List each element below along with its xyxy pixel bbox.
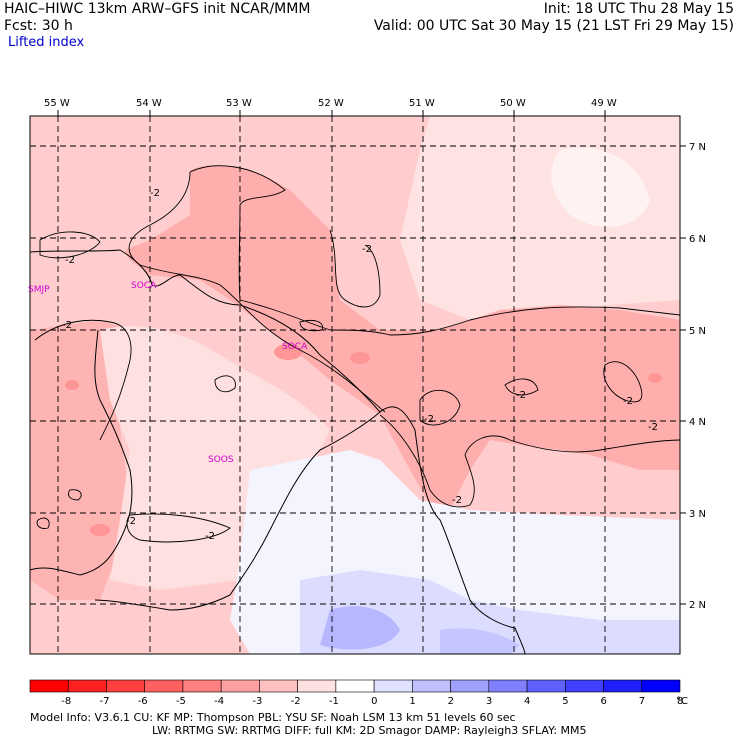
field-blob-4 [648, 373, 662, 383]
lon-label: 50 W [500, 98, 526, 109]
station-label: SMJP [28, 285, 50, 295]
colorbar-tick-label: -5 [176, 696, 186, 707]
field-blob-1 [274, 344, 302, 360]
graticule [30, 116, 680, 654]
lat-label: 6 N [689, 234, 706, 245]
lon-label: 53 W [226, 98, 252, 109]
lon-label: 52 W [318, 98, 344, 109]
contour-label: -2 [648, 422, 658, 433]
colorbar-swatch [526, 679, 566, 693]
lon-label: 49 W [591, 98, 617, 109]
colorbar-tick-label: 3 [486, 696, 492, 707]
colorbar-unit: °C [676, 696, 688, 707]
colorbar-swatch [488, 679, 528, 693]
lat-label: 4 N [689, 417, 706, 428]
field-light-ne [400, 116, 680, 320]
lon-label: 54 W [136, 98, 162, 109]
station-label: SOCA [282, 342, 308, 352]
colorbar-tick-label: -7 [99, 696, 109, 707]
contour-label: -2 [452, 495, 462, 506]
colorbar-swatch [297, 679, 337, 693]
colorbar-swatch [335, 679, 375, 693]
contour-label: -2 [150, 188, 160, 199]
header-title: HAIC–HIWC 13km ARW–GFS init NCAR/MMM [4, 1, 311, 17]
station-labels: SMJP SOCA SOCA SOOS [28, 281, 308, 465]
colorbar-tick-label: 0 [371, 696, 377, 707]
colorbar-tick-label: 1 [409, 696, 415, 707]
colorbar-tick-label: -3 [252, 696, 262, 707]
colorbar-swatch [564, 679, 604, 693]
contour-value-labels: -2 -2 -2 -2 -2 -2 -2 -2 -2 -2 -2 [62, 188, 658, 542]
colorbar-swatch [412, 679, 451, 693]
colorbar-swatch [106, 679, 146, 693]
lon-label: 55 W [44, 98, 70, 109]
field-blob-2 [350, 352, 370, 364]
contour-label: -2 [205, 531, 215, 542]
contour-label: -2 [424, 414, 434, 425]
colorbar-swatch [259, 679, 298, 693]
contour-label: -2 [623, 396, 633, 407]
colorbar-swatch [29, 679, 69, 693]
lat-label: 5 N [689, 326, 706, 337]
station-label: SOOS [208, 455, 234, 465]
colorbar-tick-label: 8 [677, 696, 683, 707]
field-blob-3 [65, 380, 79, 390]
forecast-hour: Fcst: 30 h [4, 18, 73, 34]
contour-label: -2 [516, 390, 526, 401]
colorbar-tick-label: -1 [329, 696, 339, 707]
colorbar-tick-label: 5 [562, 696, 568, 707]
lat-label: 7 N [689, 142, 706, 153]
contour-label: -2 [362, 244, 372, 255]
colorbar-tick-label: -4 [214, 696, 224, 707]
colorbar-swatch [373, 679, 413, 693]
field-band-1 [125, 165, 680, 511]
field-blue-3 [440, 628, 520, 654]
contour-lines [34, 165, 680, 543]
lat-label: 2 N [689, 600, 706, 611]
frame-ticks [57, 110, 686, 605]
lon-label: 51 W [409, 98, 435, 109]
model-info-line-1: Model Info: V3.6.1 CU: KF MP: Thompson P… [30, 711, 516, 724]
colorbar-swatch [220, 679, 260, 693]
lifted-index-field [30, 116, 680, 654]
init-time: Init: 18 UTC Thu 28 May 15 [543, 1, 734, 17]
colorbar-swatch [144, 679, 184, 693]
field-lightest-ne [551, 147, 650, 227]
colorbar-tick-label: 6 [601, 696, 607, 707]
colorbar-tick-label: -8 [61, 696, 71, 707]
contour-label: -2 [65, 255, 75, 266]
colorbar-swatch [603, 679, 643, 693]
colorbar-tick-label: -6 [138, 696, 148, 707]
contour-label: -2 [126, 516, 136, 527]
lat-labels: 7 N 6 N 5 N 4 N 3 N 2 N [689, 142, 706, 611]
colorbar-swatch [67, 679, 107, 693]
colorbar-tick-label: 4 [524, 696, 530, 707]
lat-label: 3 N [689, 509, 706, 520]
coastline [30, 249, 526, 654]
contour-label: -2 [62, 320, 72, 331]
lon-labels: 55 W 54 W 53 W 52 W 51 W 50 W 49 W [44, 98, 617, 109]
colorbar-tick-label: -2 [291, 696, 301, 707]
station-label: SOCA [131, 281, 157, 291]
colorbar-tick-label: 2 [448, 696, 454, 707]
field-name: Lifted index [8, 35, 85, 50]
colorbar-swatch [182, 679, 222, 693]
model-info-line-2: LW: RRTMG SW: RRTMG DIFF: full KM: 2D Sm… [152, 724, 587, 737]
colorbar-swatch [641, 679, 681, 693]
colorbar-tick-label: 7 [639, 696, 645, 707]
colorbar-swatch [450, 679, 490, 693]
valid-time: Valid: 00 UTC Sat 30 May 15 (21 LST Fri … [373, 18, 734, 34]
field-blob-5 [90, 524, 110, 536]
colorbar: -8 -7 -6 -5 -4 -3 -2 -1 0 1 2 3 4 5 6 7 8 [29, 679, 683, 707]
map-frame [29, 115, 681, 655]
field-blue-2 [320, 606, 400, 650]
